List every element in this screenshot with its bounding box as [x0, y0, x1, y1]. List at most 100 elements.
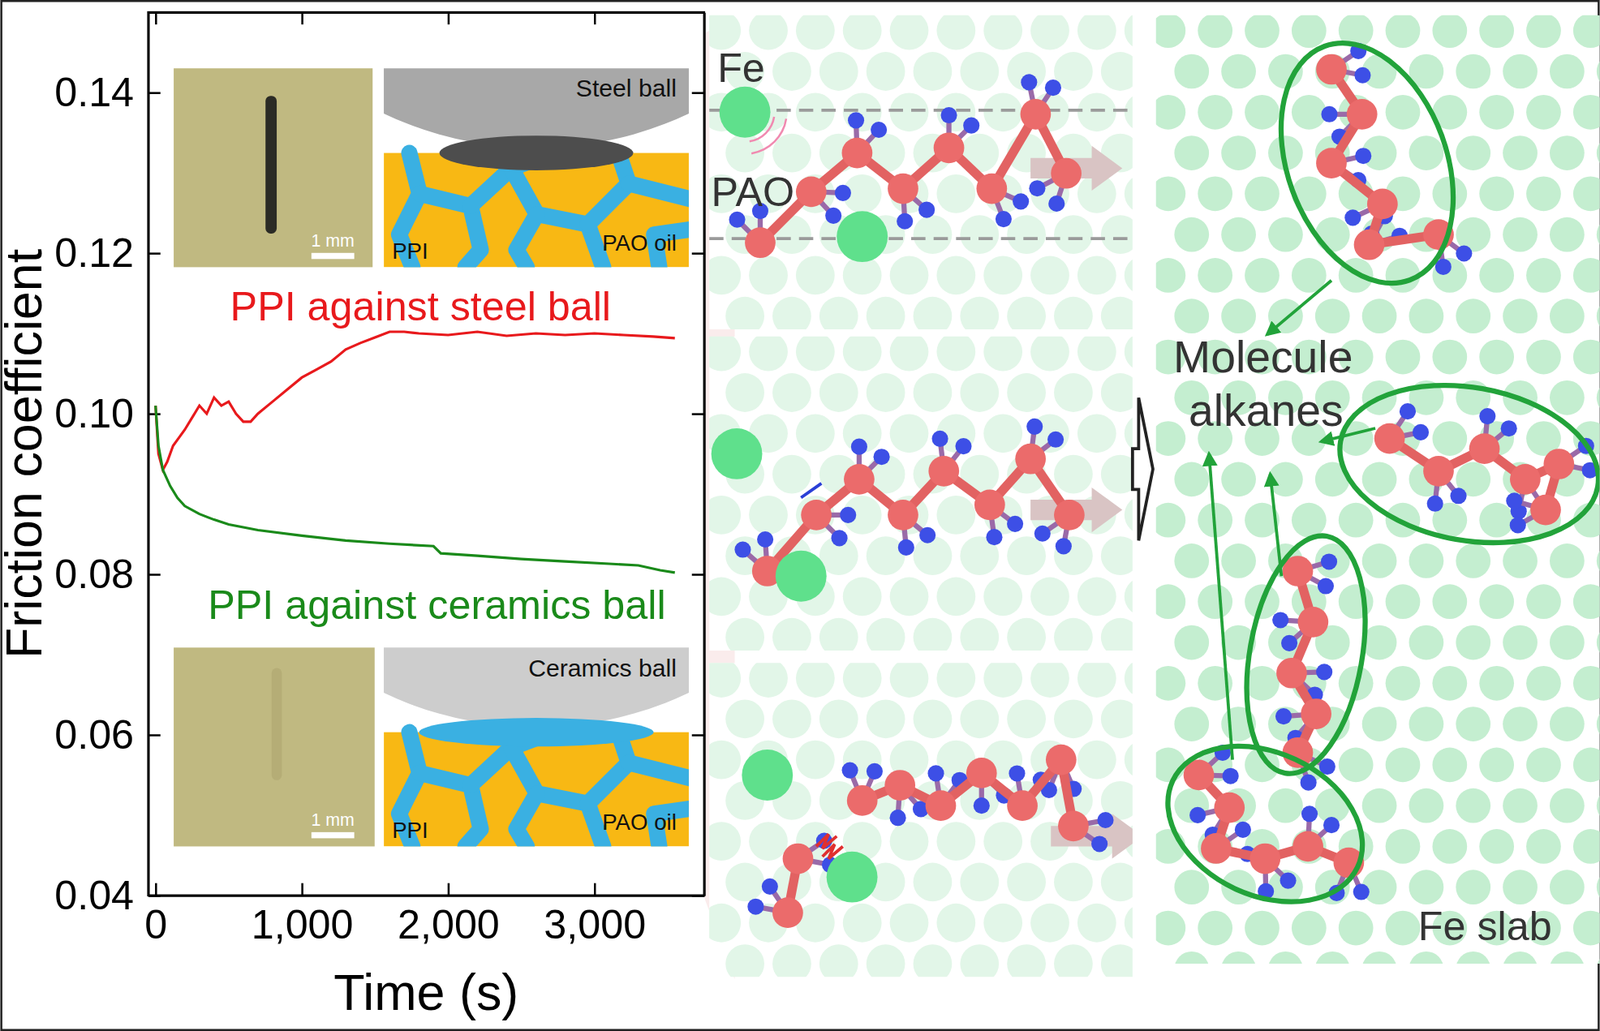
- c-atom: [966, 757, 998, 789]
- sim-panel: [709, 662, 1133, 977]
- fe-lattice-atom: [1124, 577, 1133, 617]
- fe-lattice-atom: [1455, 951, 1491, 964]
- tick-label: 0.12: [54, 229, 134, 276]
- fe-lattice-atom: [1526, 584, 1562, 620]
- fe-lattice-atom: [983, 92, 1023, 132]
- fe-lattice-atom: [1549, 706, 1585, 742]
- fe-lattice-atom: [1549, 543, 1585, 579]
- oil-channel: [516, 793, 538, 847]
- tick: 0.06: [54, 711, 161, 758]
- fe-lattice-atom: [1291, 911, 1327, 947]
- fe-lattice-atom: [936, 821, 976, 861]
- fe-lattice-atom: [1006, 863, 1046, 903]
- fe-lattice-atom: [983, 336, 1023, 372]
- fe-lattice-atom: [1124, 256, 1133, 296]
- tick-mark: [154, 883, 158, 896]
- fe-lattice-atom: [1432, 15, 1467, 48]
- contact-schematic: [383, 647, 689, 847]
- scale-bar: [311, 253, 355, 260]
- fe-lattice-atom: [1053, 699, 1093, 739]
- fe-atom: [719, 86, 771, 138]
- product-label: Moleculealkanes: [1173, 331, 1353, 437]
- molecule: [842, 744, 1114, 853]
- tick: [692, 253, 705, 254]
- fe-lattice-atom: [1385, 748, 1421, 783]
- fe-lattice-atom: [709, 740, 741, 780]
- c-atom: [1045, 744, 1077, 776]
- plot-lines: [155, 331, 676, 573]
- tick-label: 3,000: [543, 901, 646, 948]
- fe-lattice-atom: [1244, 911, 1280, 947]
- fe-lattice-atom: [890, 15, 930, 51]
- tick-label: 0.10: [54, 390, 134, 437]
- oil-label: PAO oil: [602, 230, 677, 256]
- h-atom: [1399, 403, 1416, 420]
- tick-mark: [148, 412, 161, 416]
- fe-lattice-atom: [1030, 662, 1070, 698]
- fe-lattice-atom: [1362, 461, 1398, 497]
- fe-lattice-atom: [1244, 666, 1280, 702]
- fe-lattice-atom: [913, 618, 953, 651]
- fe-lattice-atom: [748, 662, 788, 698]
- oil-label: PAO oil: [602, 809, 677, 835]
- y-axis-title: Friction coefficient: [0, 249, 52, 659]
- scale-bar: [311, 832, 355, 839]
- fe-lattice-atom: [1221, 298, 1256, 334]
- c-atom: [1367, 189, 1398, 220]
- contact-schematic: [383, 68, 689, 267]
- fe-lattice-atom: [843, 577, 882, 617]
- tick: 0.12: [54, 229, 161, 276]
- fe-lattice-atom: [1479, 503, 1514, 538]
- fe-lattice-atom: [1455, 54, 1491, 90]
- layer-guide: [709, 108, 1133, 112]
- h-atom: [919, 527, 936, 544]
- tick: [692, 735, 705, 736]
- fe-lattice-atom: [1156, 258, 1186, 293]
- h-atom: [1509, 516, 1527, 534]
- slab-label: Fe slab: [1418, 903, 1553, 950]
- fe-lattice-atom: [1549, 54, 1585, 90]
- fe-lattice-atom: [1596, 298, 1600, 334]
- fe-lattice-atom: [1502, 543, 1538, 579]
- h-atom: [851, 438, 868, 456]
- c-atom: [1530, 494, 1562, 526]
- y-axis-right: [692, 12, 706, 897]
- fe-lattice-atom: [1221, 951, 1256, 964]
- fe-lattice-atom: [709, 256, 741, 296]
- h-atom: [1045, 79, 1062, 96]
- tick-mark: [593, 12, 597, 25]
- fe-lattice-atom: [1432, 666, 1467, 702]
- fe-lattice-atom: [819, 296, 859, 330]
- fe-lattice-atom: [1197, 176, 1233, 211]
- fe-lattice-atom: [1174, 788, 1209, 824]
- fe-lattice-atom: [1221, 135, 1256, 171]
- fe-lattice-atom: [1244, 15, 1280, 48]
- fe-lattice-atom: [1006, 618, 1046, 651]
- fe-lattice-atom: [1053, 944, 1093, 977]
- fe-lattice-atom: [1526, 94, 1562, 130]
- motion-arrow: [1030, 487, 1123, 533]
- c-atom: [1292, 831, 1324, 863]
- fe-lattice-atom: [1573, 15, 1600, 48]
- fe-lattice-atom: [1268, 788, 1304, 824]
- wear-track: [265, 95, 277, 234]
- fe-lattice-atom: [772, 455, 812, 495]
- fe-lattice-atom: [890, 577, 930, 617]
- fe-lattice-atom: [1291, 94, 1327, 130]
- fe-lattice-atom: [936, 495, 976, 535]
- fe-lattice-atom: [1197, 829, 1233, 865]
- x-axis: 01,0002,0003,000: [144, 883, 705, 948]
- tick: [692, 413, 705, 415]
- c-atom: [1020, 98, 1052, 130]
- c-atom: [887, 173, 919, 205]
- c-atom: [1053, 499, 1085, 531]
- fe-lattice-atom: [1053, 536, 1093, 576]
- fe-lattice-atom: [1385, 584, 1421, 620]
- h-atom: [1055, 537, 1072, 555]
- h-atom: [896, 213, 913, 230]
- c-atom: [1469, 433, 1501, 465]
- tick-label: 0: [144, 901, 168, 948]
- fe-lattice-atom: [1549, 951, 1585, 964]
- fe-lattice-atom: [1101, 699, 1133, 739]
- c-atom: [976, 173, 1007, 205]
